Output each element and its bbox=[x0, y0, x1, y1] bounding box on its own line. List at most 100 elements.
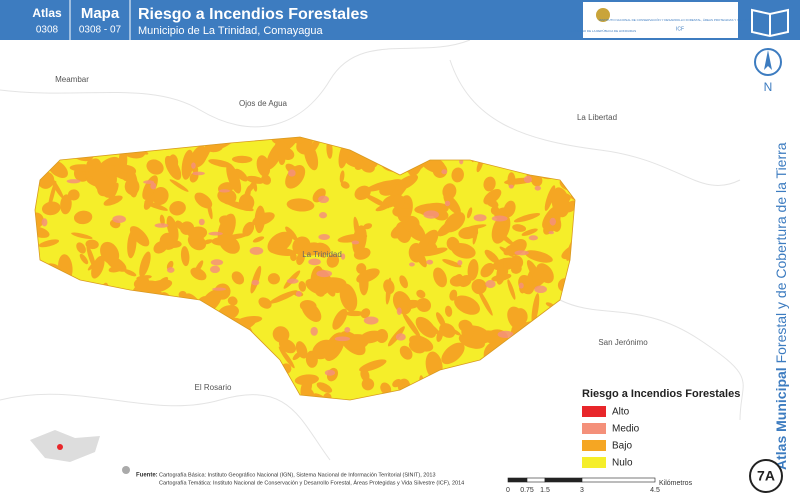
risk-bajo bbox=[472, 225, 479, 245]
municipality-outline bbox=[34, 136, 576, 401]
logo-icf-short: ICF bbox=[676, 26, 684, 32]
risk-bajo bbox=[569, 313, 575, 339]
risk-bajo bbox=[278, 346, 295, 369]
road bbox=[0, 393, 331, 461]
risk-bajo bbox=[286, 198, 315, 212]
risk-medio bbox=[363, 316, 379, 325]
risk-bajo bbox=[466, 207, 473, 219]
risk-medio bbox=[288, 169, 296, 177]
risk-bajo bbox=[389, 149, 400, 161]
risk-medio bbox=[58, 151, 64, 158]
risk-bajo bbox=[73, 149, 87, 158]
place: Ojos de Agua bbox=[239, 99, 288, 108]
risk-bajo bbox=[498, 350, 509, 355]
risk-medio bbox=[286, 278, 299, 284]
risk-bajo bbox=[35, 329, 50, 345]
risk-bajo bbox=[446, 236, 460, 252]
risk-bajo bbox=[483, 176, 496, 192]
risk-bajo bbox=[123, 269, 137, 277]
scale-tick-label: 3 bbox=[580, 487, 584, 494]
risk-bajo bbox=[217, 189, 234, 204]
risk-bajo bbox=[356, 268, 380, 284]
risk-bajo bbox=[147, 326, 169, 346]
risk-bajo bbox=[70, 285, 80, 299]
risk-bajo bbox=[464, 380, 480, 397]
legend-swatch bbox=[582, 423, 606, 434]
risk-bajo bbox=[465, 379, 479, 400]
risk-medio bbox=[319, 212, 328, 219]
risk-bajo bbox=[88, 345, 118, 354]
risk-bajo bbox=[267, 273, 280, 285]
risk-bajo bbox=[269, 290, 298, 304]
risk-bajo bbox=[178, 290, 187, 299]
risk-bajo bbox=[551, 187, 570, 218]
risk-medio bbox=[396, 307, 402, 316]
risk-bajo bbox=[51, 268, 57, 292]
risk-bajo bbox=[144, 297, 162, 315]
risk-medio bbox=[185, 354, 193, 364]
risk-medio bbox=[441, 169, 448, 175]
risk-bajo bbox=[415, 316, 437, 338]
risk-bajo bbox=[458, 397, 470, 400]
risk-bajo bbox=[563, 137, 574, 143]
risk-bajo bbox=[180, 355, 205, 377]
risk-bajo bbox=[279, 379, 291, 391]
risk-medio bbox=[198, 218, 205, 226]
risk-medio bbox=[192, 171, 205, 176]
atlas-label: Atlas bbox=[32, 6, 62, 20]
risk-bajo bbox=[91, 255, 105, 279]
risk-bajo bbox=[35, 348, 52, 363]
risk-bajo bbox=[537, 332, 551, 350]
risk-bajo bbox=[41, 377, 74, 384]
risk-bajo bbox=[360, 368, 370, 382]
risk-bajo bbox=[305, 278, 328, 295]
risk-bajo bbox=[449, 275, 466, 287]
risk-bajo bbox=[532, 268, 544, 282]
risk-medio bbox=[423, 210, 440, 219]
risk-bajo bbox=[76, 323, 96, 344]
risk-bajo bbox=[141, 297, 151, 308]
page-number: 7A bbox=[757, 468, 775, 484]
risk-medio bbox=[534, 185, 541, 191]
risk-bajo bbox=[120, 137, 129, 147]
risk-bajo bbox=[402, 312, 421, 339]
risk-bajo bbox=[252, 180, 258, 192]
risk-bajo bbox=[380, 382, 392, 395]
risk-medio bbox=[210, 265, 221, 274]
risk-bajo bbox=[366, 180, 397, 192]
risk-bajo bbox=[360, 308, 371, 319]
risk-bajo bbox=[512, 224, 527, 232]
risk-bajo bbox=[339, 170, 345, 183]
legend-label: Alto bbox=[612, 407, 630, 418]
risk-bajo bbox=[58, 308, 74, 321]
country-inset bbox=[30, 430, 100, 462]
risk-bajo bbox=[408, 339, 426, 354]
risk-bajo bbox=[383, 279, 395, 294]
risk-bajo bbox=[568, 350, 575, 368]
risk-bajo bbox=[499, 246, 514, 258]
risk-bajo bbox=[507, 306, 527, 331]
risk-area bbox=[35, 137, 575, 400]
scale-segment bbox=[526, 477, 546, 483]
place: La Libertad bbox=[577, 113, 617, 122]
risk-medio bbox=[497, 330, 514, 339]
risk-bajo bbox=[480, 263, 495, 278]
risk-bajo bbox=[153, 327, 171, 343]
risk-bajo bbox=[433, 267, 447, 288]
risk-medio bbox=[41, 218, 48, 227]
legend-label: Bajo bbox=[612, 441, 632, 452]
risk-bajo bbox=[242, 185, 251, 208]
risk-bajo bbox=[245, 353, 256, 366]
north-label: N bbox=[764, 80, 773, 94]
risk-bajo bbox=[53, 137, 80, 147]
risk-medio bbox=[251, 279, 260, 286]
risk-bajo bbox=[252, 212, 275, 226]
risk-medio bbox=[351, 240, 360, 245]
risk-bajo bbox=[267, 231, 293, 254]
risk-bajo bbox=[79, 253, 89, 265]
risk-bajo bbox=[190, 329, 213, 355]
place: San Jerónimo bbox=[598, 338, 648, 347]
risk-bajo bbox=[302, 242, 322, 256]
risk-bajo bbox=[530, 137, 556, 155]
risk-medio bbox=[210, 259, 224, 266]
